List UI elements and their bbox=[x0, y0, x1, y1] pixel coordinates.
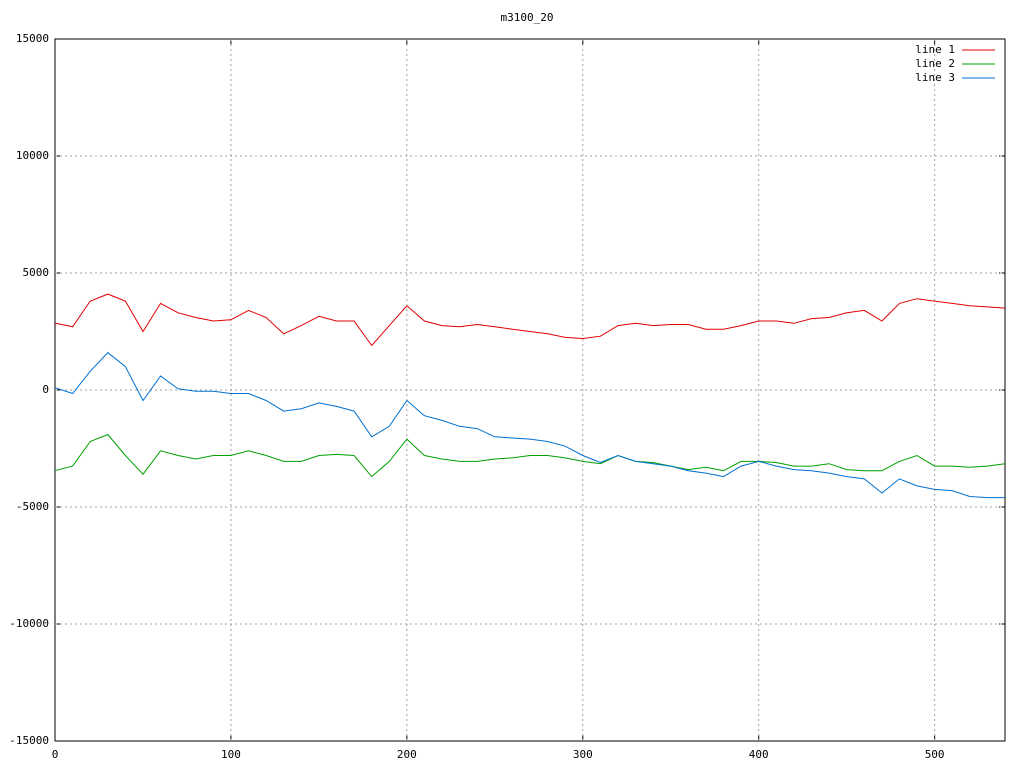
x-tick-label: 500 bbox=[925, 748, 945, 761]
legend-label: line 3 bbox=[915, 71, 955, 84]
chart-title: m3100_20 bbox=[501, 11, 554, 24]
legend-label: line 2 bbox=[915, 57, 955, 70]
y-tick-label: -5000 bbox=[16, 500, 49, 513]
x-tick-label: 200 bbox=[397, 748, 417, 761]
y-tick-label: -10000 bbox=[9, 617, 49, 630]
data-line bbox=[54, 433, 1006, 478]
x-tick-label: 100 bbox=[221, 748, 241, 761]
legend-label: line 1 bbox=[915, 43, 955, 56]
y-tick-label: 15000 bbox=[16, 32, 49, 45]
y-tick-label: 10000 bbox=[16, 149, 49, 162]
data-line bbox=[54, 293, 1006, 347]
x-tick-label: 0 bbox=[52, 748, 59, 761]
y-tick-label: 0 bbox=[42, 383, 49, 396]
y-tick-label: -15000 bbox=[9, 734, 49, 747]
y-tick-label: 5000 bbox=[23, 266, 50, 279]
x-tick-label: 300 bbox=[573, 748, 593, 761]
data-line bbox=[54, 351, 1005, 499]
x-tick-label: 400 bbox=[749, 748, 769, 761]
